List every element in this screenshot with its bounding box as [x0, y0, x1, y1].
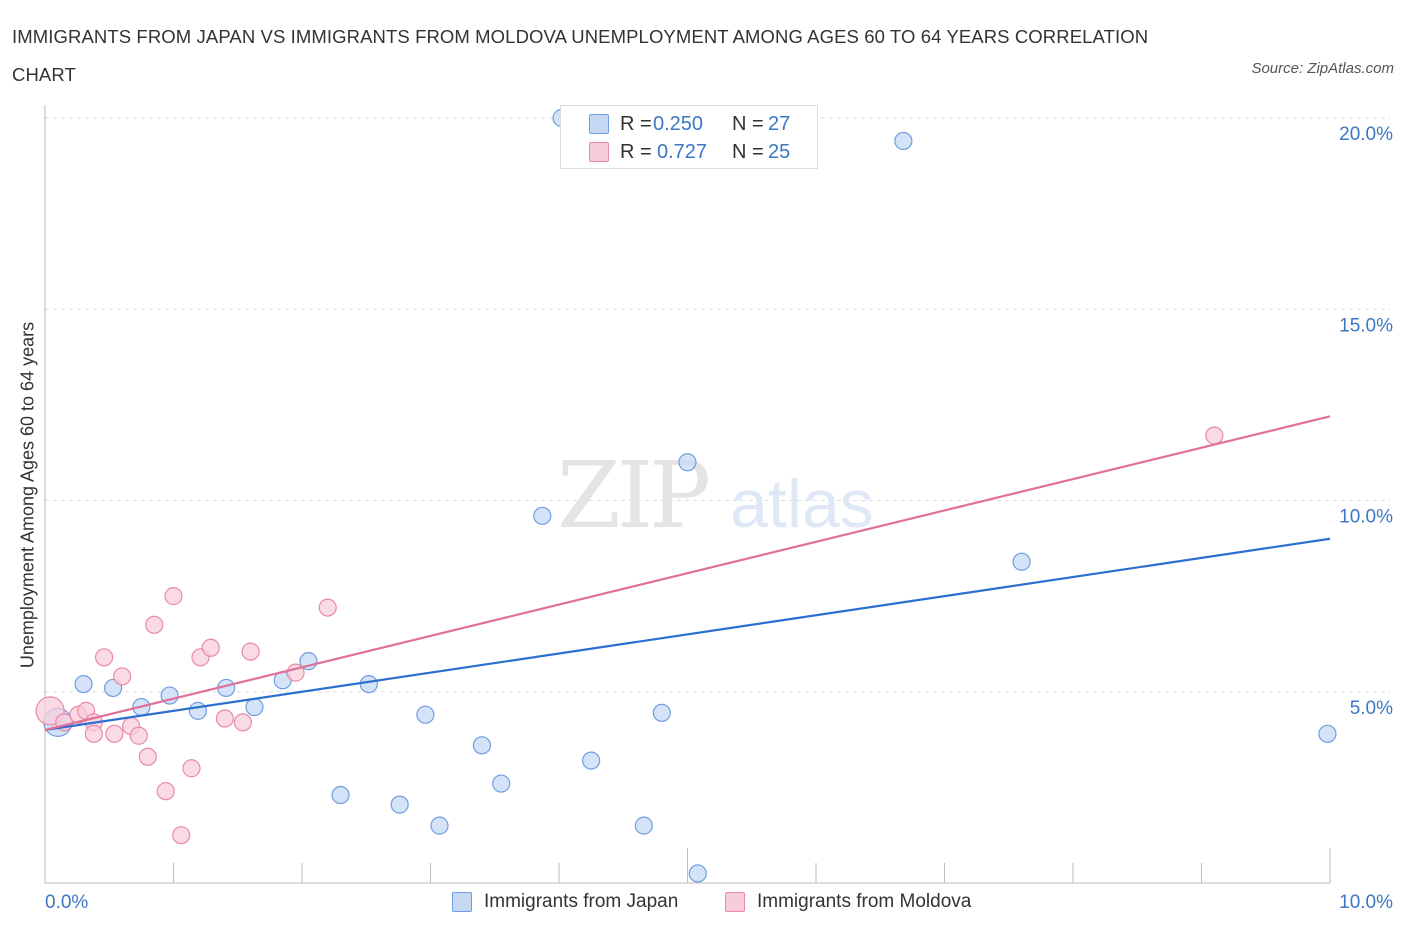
moldova-swatch: [589, 142, 609, 162]
japan-point: [492, 774, 511, 793]
x-tick-label: 0.0%: [45, 892, 88, 913]
japan-point: [472, 736, 491, 755]
moldova-point: [156, 782, 175, 801]
n-value: 27: [768, 113, 791, 135]
y-tick-label: 20.0%: [1339, 124, 1393, 145]
moldova-point: [182, 759, 201, 778]
moldova-point: [241, 642, 260, 661]
moldova-point: [172, 826, 191, 845]
moldova-point: [215, 709, 234, 728]
japan-trend-line: [44, 537, 1331, 732]
source-label: Source: ZipAtlas.com: [1251, 60, 1394, 77]
japan-point: [678, 453, 697, 472]
axes: [44, 105, 1331, 884]
tick-labels: 20.0% 15.0% 10.0% 5.0% 0.0% 10.0%: [45, 124, 1393, 913]
japan-point: [582, 751, 601, 770]
moldova-point: [145, 615, 164, 634]
japan-point: [359, 674, 378, 694]
trend-lines: [44, 415, 1331, 732]
y-tick-label: 15.0%: [1339, 315, 1393, 336]
moldova-point: [84, 724, 103, 743]
japan-point: [533, 506, 552, 525]
x-tick-label: 10.0%: [1339, 892, 1393, 913]
moldova-point: [233, 713, 252, 732]
chart-title: IMMIGRANTS FROM JAPAN VS IMMIGRANTS FROM…: [12, 26, 1149, 85]
watermark: ZIP atlas: [557, 442, 874, 549]
stats-row-japan: R = 0.250 N = 27: [561, 110, 817, 138]
moldova-point: [1205, 426, 1224, 445]
moldova-point: [318, 598, 337, 617]
stats-row-moldova: R = 0.727 N = 25: [561, 138, 817, 166]
japan-point: [430, 816, 449, 835]
r-value: 0.727: [657, 141, 708, 163]
n-label: N =: [732, 141, 764, 163]
japan-point: [1012, 552, 1031, 571]
japan-point: [688, 864, 707, 883]
moldova-point: [201, 638, 220, 657]
legend-label: Immigrants from Japan: [484, 891, 679, 912]
stats-legend: R = 0.250 N = 27 R = 0.727 N = 25: [560, 105, 818, 169]
r-label: R =: [620, 113, 652, 135]
moldova-point: [105, 724, 124, 743]
r-value: 0.250: [653, 113, 704, 135]
japan-point: [416, 705, 435, 724]
japan-point: [74, 674, 93, 694]
japan-swatch: [452, 892, 472, 912]
data-points: [35, 108, 1337, 883]
japan-point: [634, 816, 653, 835]
moldova-point: [112, 667, 132, 686]
moldova-trend-line: [44, 415, 1331, 732]
japan-point: [331, 785, 350, 805]
japan-point: [245, 697, 264, 717]
moldova-point: [164, 587, 183, 606]
moldova-swatch: [725, 892, 745, 912]
r-label: R =: [620, 141, 652, 163]
japan-point: [390, 795, 409, 814]
y-tick-label: 10.0%: [1339, 507, 1393, 528]
n-label: N =: [732, 113, 764, 135]
moldova-point: [95, 648, 114, 667]
japan-swatch: [589, 114, 609, 134]
japan-point: [652, 703, 671, 722]
watermark-atlas: atlas: [730, 466, 874, 542]
japan-point: [894, 131, 913, 151]
moldova-point: [138, 747, 157, 766]
n-value: 25: [768, 141, 791, 163]
y-tick-label: 5.0%: [1350, 698, 1393, 719]
japan-point: [188, 701, 208, 720]
moldova-point: [129, 726, 148, 745]
legend-label: Immigrants from Moldova: [757, 891, 972, 912]
japan-point: [1318, 724, 1337, 743]
gridlines: [45, 117, 1390, 693]
